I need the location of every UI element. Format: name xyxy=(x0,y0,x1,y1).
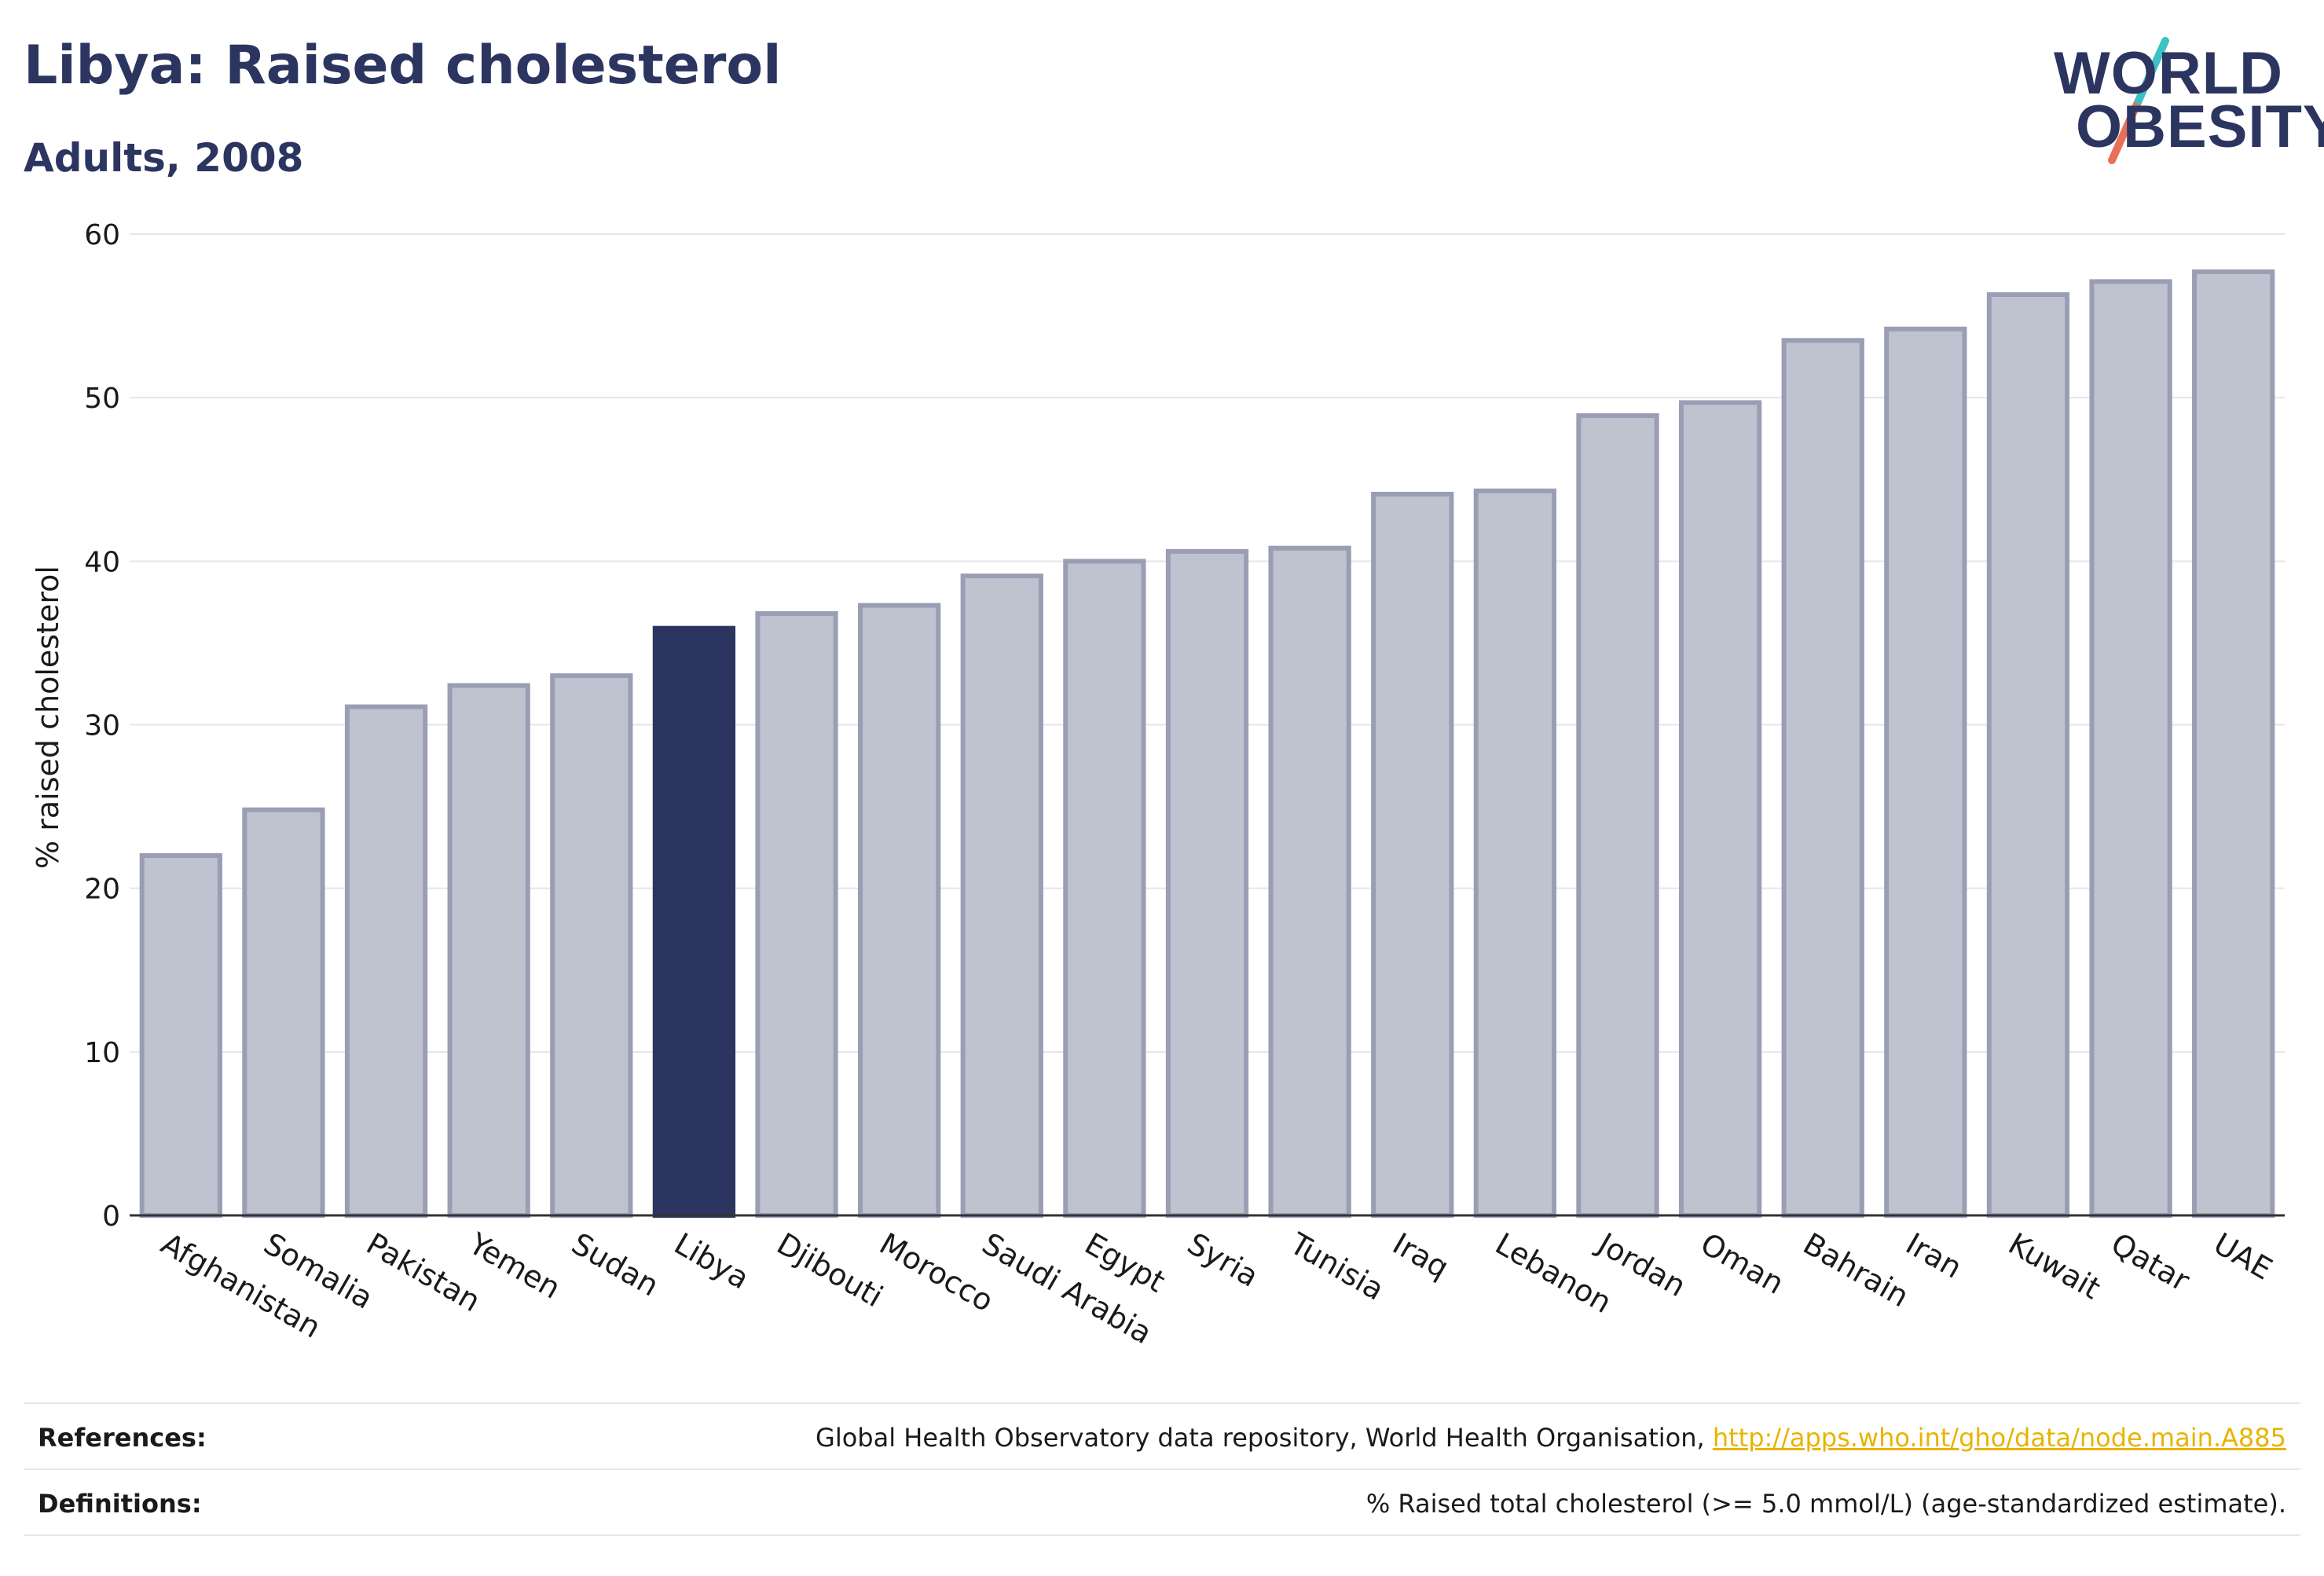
x-tick-label: Djibouti xyxy=(772,1226,889,1314)
bar-yemen xyxy=(447,683,530,1218)
bar-qatar xyxy=(2089,279,2172,1219)
x-tick-label: Saudi Arabia xyxy=(977,1226,1158,1351)
bar-iraq xyxy=(1371,491,1454,1218)
y-tick-label: 20 xyxy=(84,874,120,906)
y-tick-label: 0 xyxy=(102,1200,120,1233)
bar-kuwait xyxy=(1986,292,2070,1219)
y-tick-label: 30 xyxy=(84,710,120,742)
references-link[interactable]: http://apps.who.int/gho/data/node.main.A… xyxy=(1712,1423,2286,1453)
bar-afghanistan xyxy=(139,853,222,1218)
logo-slash-icon xyxy=(2108,37,2169,164)
x-tick-label: Syria xyxy=(1182,1226,1264,1294)
bar-uae xyxy=(2192,269,2275,1219)
y-axis-ticks: 0 10 20 30 40 50 60 xyxy=(84,219,120,1233)
references-text: Global Health Observatory data repositor… xyxy=(816,1423,1713,1453)
world-obesity-logo: WORLD OBESITY xyxy=(2051,28,2324,170)
x-tick-label: Sudan xyxy=(566,1226,665,1303)
bar-jordan xyxy=(1576,413,1659,1218)
bar-syria xyxy=(1165,548,1249,1218)
definitions-row: Definitions: % Raised total cholesterol … xyxy=(24,1470,2300,1534)
bar-morocco xyxy=(858,603,941,1218)
bar-iran xyxy=(1884,326,1967,1218)
logo-line-1: WORLD xyxy=(2054,40,2284,107)
bar-bahrain xyxy=(1781,338,1864,1218)
bar-sudan xyxy=(550,673,633,1218)
y-tick-label: 40 xyxy=(84,546,120,578)
chart-subtitle: Adults, 2008 xyxy=(24,135,304,181)
bar-oman xyxy=(1678,400,1762,1219)
references-label: References: xyxy=(38,1423,207,1453)
chart-title: Libya: Raised cholesterol xyxy=(24,35,782,97)
x-tick-label: Lebanon xyxy=(1490,1226,1618,1320)
bar-saudi-arabia xyxy=(960,574,1043,1218)
x-tick-label: Iraq xyxy=(1387,1226,1454,1285)
bar-pakistan xyxy=(344,704,428,1218)
x-tick-label: Oman xyxy=(1695,1226,1790,1301)
bar-djibouti xyxy=(755,610,838,1218)
bar-lebanon xyxy=(1473,488,1556,1218)
references-row: References: Global Health Observatory da… xyxy=(24,1404,2300,1468)
bar-somalia xyxy=(242,807,325,1219)
bar-libya xyxy=(652,625,736,1218)
logo-line-2: OBESITY xyxy=(2076,93,2324,160)
definitions-value: % Raised total cholesterol (>= 5.0 mmol/… xyxy=(1365,1489,2286,1519)
bar-egypt xyxy=(1063,559,1146,1218)
y-tick-label: 10 xyxy=(84,1037,120,1069)
x-tick-label: Iran xyxy=(1900,1226,1967,1285)
x-tick-label: Qatar xyxy=(2106,1226,2196,1299)
x-tick-label: UAE xyxy=(2208,1226,2278,1287)
bar-chart: 0 10 20 30 40 50 60 AfghanistanSomaliaPakistan… xyxy=(31,219,2285,1351)
bars xyxy=(139,269,2275,1219)
x-tick-label: Morocco xyxy=(874,1226,999,1319)
y-tick-label: 50 xyxy=(84,383,120,415)
definitions-label: Definitions: xyxy=(38,1489,202,1519)
x-tick-label: Bahrain xyxy=(1798,1226,1915,1314)
bar-tunisia xyxy=(1268,545,1351,1218)
x-tick-label: Libya xyxy=(669,1226,755,1296)
y-axis-label: % raised cholesterol xyxy=(31,566,65,869)
x-tick-label: Kuwait xyxy=(2003,1226,2106,1307)
x-tick-label: Pakistan xyxy=(361,1226,486,1319)
x-tick-label: Tunisia xyxy=(1284,1226,1390,1307)
y-tick-label: 60 xyxy=(84,219,120,251)
references-value: Global Health Observatory data repositor… xyxy=(816,1423,2286,1453)
